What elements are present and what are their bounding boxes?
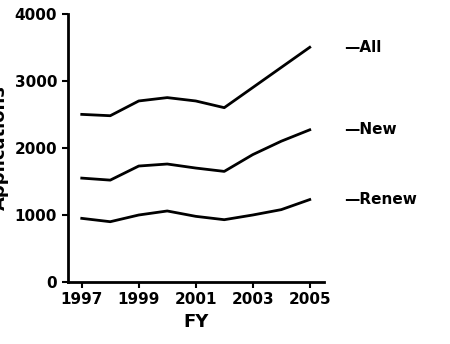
X-axis label: FY: FY [183,313,208,331]
Y-axis label: Applications: Applications [0,85,9,211]
Text: —Renew: —Renew [344,192,417,207]
Text: —All: —All [344,40,381,55]
Text: —New: —New [344,122,396,137]
